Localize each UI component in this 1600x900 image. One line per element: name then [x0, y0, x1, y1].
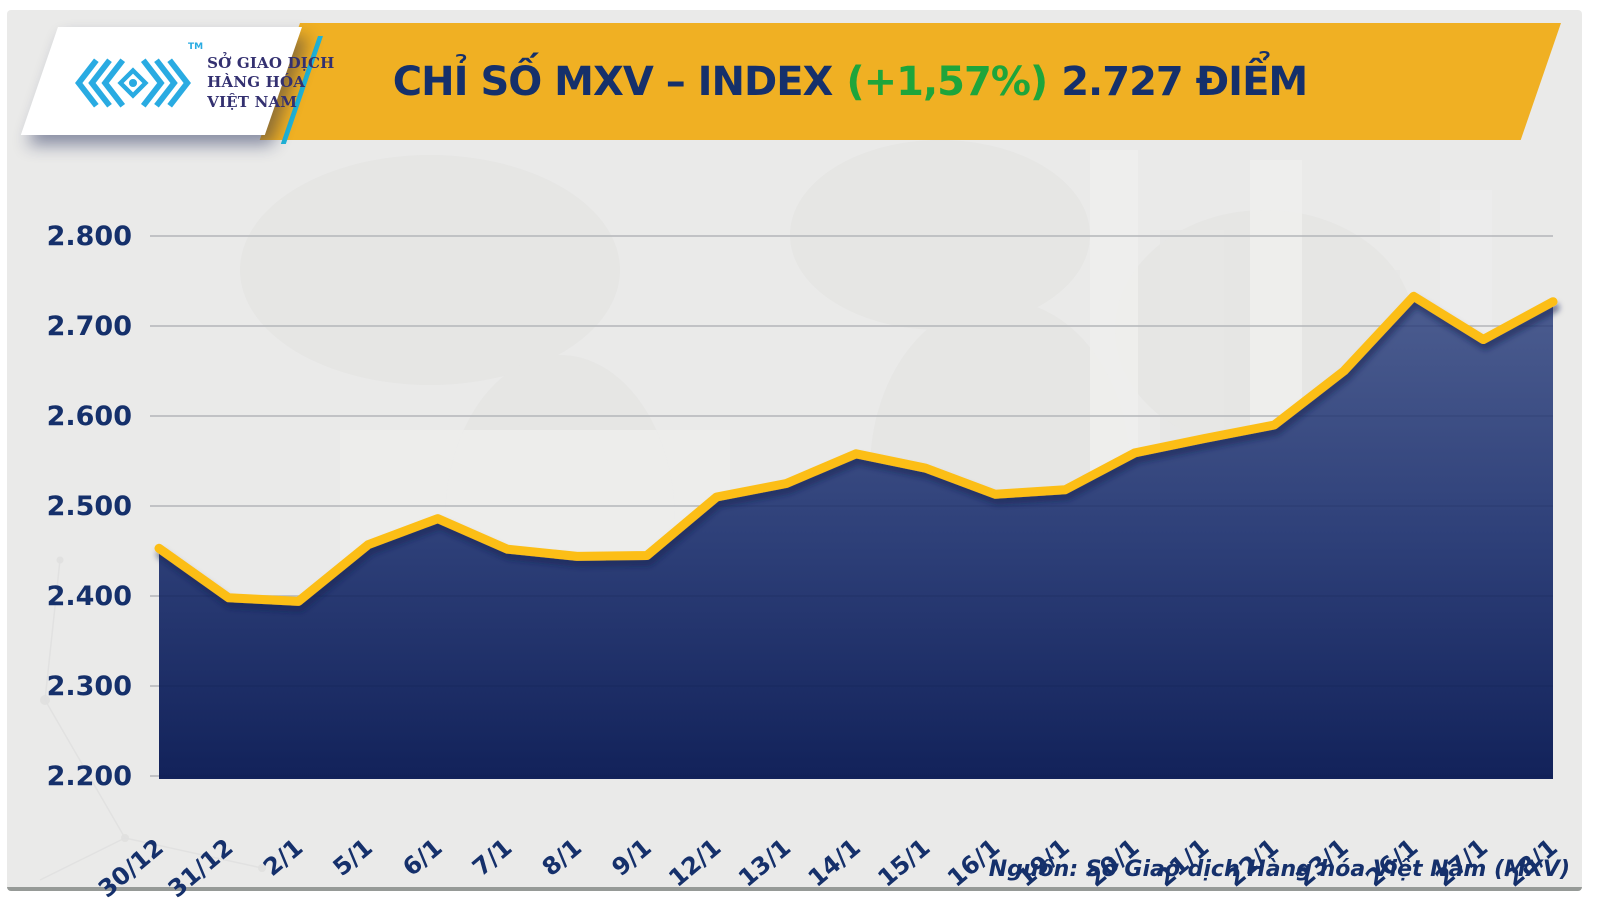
logo-text-line3: VIỆT NAM: [207, 92, 298, 111]
trademark-symbol: TM: [188, 42, 204, 52]
title-index-points: 2.727 ĐIỂM: [1061, 58, 1308, 105]
page-title: CHỈ SỐ MXV – INDEX (+1,57%) 2.727 ĐIỂM: [300, 23, 1400, 140]
source-credit: Nguồn: Sở Giao dịch Hàng hóa Việt Nam (M…: [988, 857, 1570, 882]
title-index-name: CHỈ SỐ MXV – INDEX: [392, 58, 834, 105]
gridlines-overlay: [150, 235, 1553, 777]
logo-text: SỞ GIAO DỊCH HÀNG HÓA VIỆT NAM: [207, 54, 334, 113]
index-area-fill: [159, 296, 1553, 779]
y-axis-tick-label: 2.300: [47, 671, 132, 702]
logo-text-line1: SỞ GIAO DỊCH: [207, 53, 335, 72]
y-axis-tick-label: 2.400: [47, 581, 132, 612]
y-axis-tick-label: 2.200: [47, 761, 132, 792]
y-axis-tick-label: 2.700: [47, 311, 132, 342]
title-change-percent: (+1,57%): [846, 58, 1048, 105]
y-axis-tick-label: 2.500: [47, 491, 132, 522]
mxv-logo: TM SỞ GIAO DỊCH HÀNG HÓA VIỆT NAM: [74, 40, 334, 126]
index-line: [154, 291, 1558, 606]
y-axis-tick-label: 2.800: [47, 221, 132, 252]
mxv-logo-icon: [75, 58, 191, 108]
y-axis-labels: 2.200 2.300 2.400 2.500 2.600 2.700 2.800: [47, 221, 132, 792]
logo-text-line2: HÀNG HÓA: [207, 73, 306, 92]
y-axis-tick-label: 2.600: [47, 401, 132, 432]
